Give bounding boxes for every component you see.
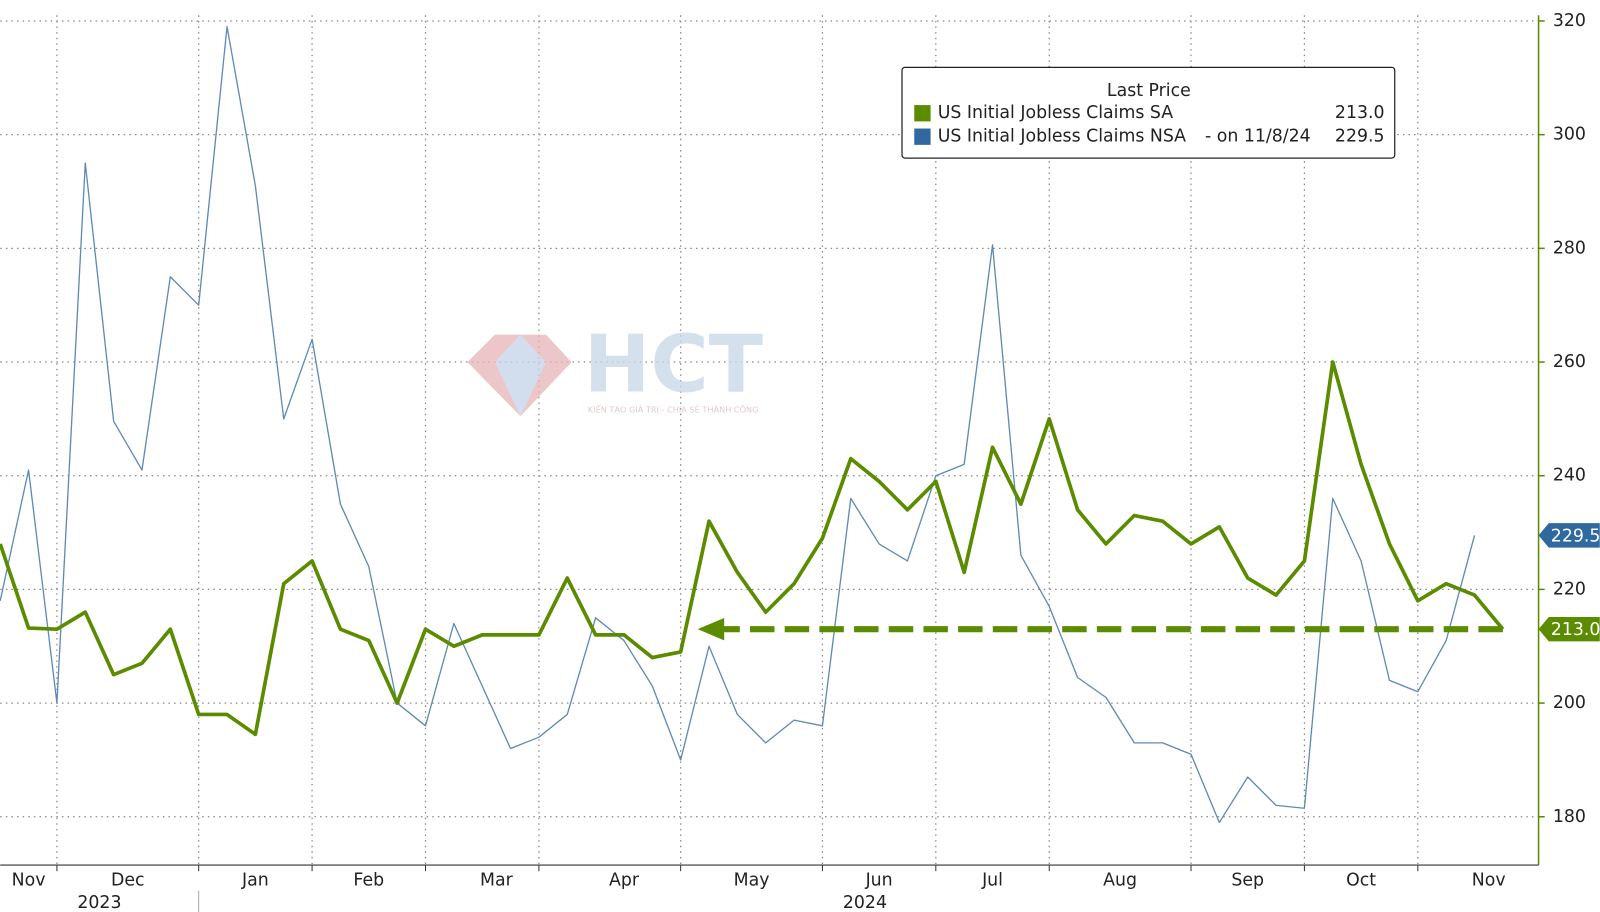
y-tick-label: 280 bbox=[1553, 238, 1586, 258]
watermark-logo bbox=[494, 334, 546, 417]
x-tick-label: Sep bbox=[1231, 870, 1264, 890]
legend-value: 213.0 bbox=[1335, 103, 1385, 123]
legend-suffix: - on 11/8/24 bbox=[1205, 127, 1311, 147]
x-tick-label: Jan bbox=[241, 870, 269, 890]
x-tick-label: Feb bbox=[353, 870, 384, 890]
watermark: HCT KIẾN TẠO GIÁ TRỊ - CHIA SẺ THÀNH CÔN… bbox=[467, 317, 763, 417]
legend-swatch bbox=[914, 128, 931, 145]
y-tick-label: 300 bbox=[1553, 125, 1586, 145]
x-tick-label: Nov bbox=[1472, 870, 1506, 890]
x-tick-label: Jul bbox=[981, 870, 1003, 890]
year-label: 2023 bbox=[77, 893, 121, 912]
watermark-subtitle: KIẾN TẠO GIÁ TRỊ - CHIA SẺ THÀNH CÔNG bbox=[588, 404, 759, 416]
last-value-tag bbox=[1538, 523, 1600, 548]
y-tick-label: 260 bbox=[1553, 352, 1586, 372]
legend: Last Price US Initial Jobless Claims SA 2… bbox=[901, 66, 1396, 159]
x-tick-label: Mar bbox=[480, 870, 514, 890]
last-value-label: 213.0 bbox=[1551, 620, 1600, 640]
legend-label: US Initial Jobless Claims NSA bbox=[938, 127, 1186, 147]
x-tick-label: May bbox=[734, 870, 770, 890]
last-value-tag bbox=[1538, 616, 1600, 642]
x-tick-label: Apr bbox=[609, 870, 640, 890]
legend-box bbox=[901, 66, 1396, 159]
watermark-title: HCT bbox=[584, 317, 763, 410]
x-tick-label: Aug bbox=[1103, 870, 1137, 890]
legend-title: Last Price bbox=[1107, 81, 1191, 101]
y-tick-label: 220 bbox=[1553, 579, 1586, 599]
line-series bbox=[0, 26, 1476, 824]
x-tick-label: Nov bbox=[12, 870, 46, 890]
last-value-label: 229.5 bbox=[1551, 526, 1600, 546]
line-series bbox=[0, 360, 1505, 737]
year-label: 2024 bbox=[843, 893, 887, 912]
legend-swatch bbox=[914, 105, 931, 122]
x-tick-label: Oct bbox=[1346, 870, 1376, 890]
y-tick-label: 200 bbox=[1553, 693, 1586, 713]
legend-label: US Initial Jobless Claims SA bbox=[938, 103, 1173, 123]
x-tick-label: Jun bbox=[865, 870, 893, 890]
x-tick-label: Dec bbox=[111, 870, 145, 890]
arrow-head bbox=[697, 617, 725, 641]
y-tick-label: 180 bbox=[1553, 807, 1586, 827]
y-tick-label: 240 bbox=[1553, 466, 1586, 486]
legend-value: 229.5 bbox=[1335, 127, 1385, 147]
y-tick-label: 320 bbox=[1553, 11, 1586, 31]
